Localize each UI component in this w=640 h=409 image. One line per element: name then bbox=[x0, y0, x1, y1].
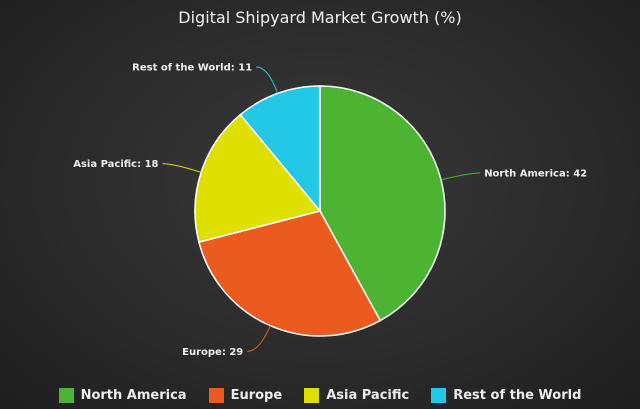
legend-swatch bbox=[208, 387, 224, 403]
pie-slice-asia-pacific[interactable] bbox=[194, 113, 322, 243]
data-label-europe: Europe: 29 bbox=[182, 347, 243, 358]
leader-line bbox=[440, 172, 481, 181]
legend-swatch bbox=[304, 387, 320, 403]
leader-line bbox=[256, 66, 279, 94]
legend-label: North America bbox=[80, 387, 187, 403]
legend-label: Asia Pacific bbox=[326, 387, 410, 403]
legend-label: Rest of the World bbox=[453, 387, 582, 403]
legend-swatch bbox=[431, 387, 447, 403]
data-label-rest-of-the-world: Rest of the World: 11 bbox=[132, 63, 252, 74]
legend-label: Europe bbox=[230, 387, 283, 403]
data-label-asia-pacific: Asia Pacific: 18 bbox=[73, 159, 158, 170]
legend-item-europe[interactable]: Europe bbox=[208, 387, 283, 403]
leader-line bbox=[162, 163, 202, 173]
pie-slice-europe[interactable] bbox=[198, 210, 382, 337]
legend-swatch bbox=[58, 387, 74, 403]
legend-item-north-america[interactable]: North America bbox=[58, 387, 187, 403]
leader-line bbox=[247, 325, 271, 352]
pie-slice-rest-of-the-world[interactable] bbox=[239, 85, 321, 214]
data-label-north-america: North America: 42 bbox=[484, 168, 587, 179]
chart-title: Digital Shipyard Market Growth (%) bbox=[178, 8, 461, 27]
legend-item-rest-of-the-world[interactable]: Rest of the World bbox=[431, 387, 582, 403]
legend: North America Europe Asia Pacific Rest o… bbox=[0, 385, 640, 405]
legend-item-asia-pacific[interactable]: Asia Pacific bbox=[304, 387, 410, 403]
pie-slice-north-america[interactable] bbox=[319, 85, 446, 322]
